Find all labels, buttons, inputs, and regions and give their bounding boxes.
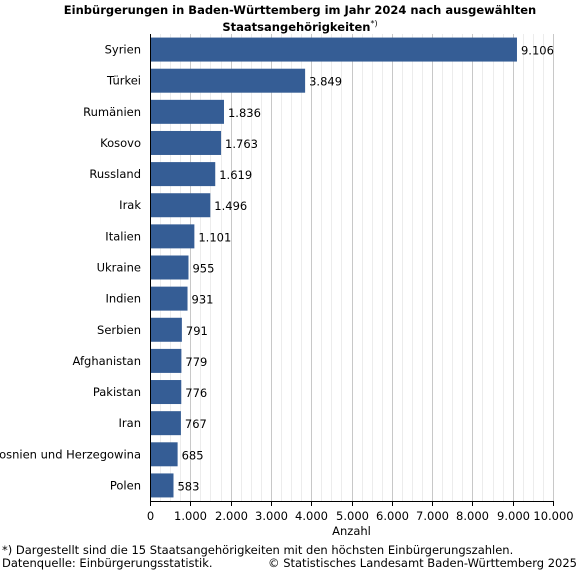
x-tick-label: 1.000 (174, 509, 207, 523)
bar (150, 130, 222, 155)
bar (150, 99, 224, 124)
chart-title: Einbürgerungen in Baden-Württemberg im J… (0, 3, 581, 34)
value-label: 955 (192, 262, 214, 276)
chart-title-line2: Staatsangehörigkeiten*) (0, 17, 581, 34)
category-label: Syrien (105, 43, 141, 57)
x-tick-label: 3.000 (255, 509, 288, 523)
bars (150, 37, 517, 498)
axes: 0 1.000 2.000 3.000 4.000 5.000 6.000 7.000 8.00… (147, 34, 574, 538)
bar (150, 68, 306, 93)
chart-title-line2-text: Staatsangehörigkeiten (222, 19, 371, 34)
category-label: Irak (119, 198, 141, 212)
category-label: Ukraine (97, 261, 141, 275)
value-label: 9.106 (521, 44, 554, 58)
labels: Syrien 9.106 Türkei 3.849 Rumänien 1.836 Kosov… (0, 43, 554, 494)
bar (150, 224, 195, 249)
bar (150, 411, 181, 436)
value-label: 1.836 (228, 106, 261, 120)
bar (150, 37, 517, 62)
bar (150, 193, 211, 218)
category-label: Polen (110, 478, 141, 492)
value-label: 776 (185, 386, 207, 400)
category-label: Russland (89, 167, 141, 181)
x-axis-title: Anzahl (332, 524, 371, 538)
category-label: Pakistan (93, 385, 141, 399)
x-tick-label: 2.000 (215, 509, 248, 523)
x-tick-label: 6.000 (376, 509, 409, 523)
copyright: © Statistisches Landesamt Baden-Württemb… (268, 556, 577, 570)
value-label: 3.849 (309, 75, 342, 89)
category-label: Afghanistan (73, 354, 141, 368)
category-label: Bosnien und Herzegowina (0, 447, 141, 461)
value-label: 1.101 (198, 230, 231, 244)
footnote: *) Dargestellt sind die 15 Staatsangehör… (2, 543, 514, 557)
x-tick-label: 5.000 (336, 509, 369, 523)
x-tick-label: 8.000 (456, 509, 489, 523)
value-label: 685 (182, 448, 204, 462)
x-tick-label: 4.000 (295, 509, 328, 523)
bar (150, 473, 174, 498)
value-label: 583 (177, 479, 199, 493)
category-label: Rumänien (83, 105, 141, 119)
value-label: 1.496 (214, 199, 247, 213)
bar (150, 348, 182, 373)
value-label: 1.763 (225, 137, 258, 151)
bar (150, 317, 182, 342)
category-label: Iran (119, 416, 141, 430)
category-label: Indien (105, 292, 141, 306)
category-label: Kosovo (100, 136, 141, 150)
x-tick-label: 9.000 (497, 509, 530, 523)
bar (150, 286, 188, 311)
x-tick-label: 0 (147, 509, 154, 523)
category-label: Italien (105, 229, 141, 243)
value-label: 791 (186, 324, 208, 338)
data-source: Datenquelle: Einbürgerungsstatistik. (2, 556, 213, 570)
bar (150, 380, 182, 405)
value-label: 767 (185, 417, 207, 431)
bar (150, 442, 178, 467)
chart-title-line1: Einbürgerungen in Baden-Württemberg im J… (63, 3, 537, 17)
value-label: 779 (185, 355, 207, 369)
x-tick-label: 10.000 (533, 509, 573, 523)
value-label: 1.619 (219, 168, 252, 182)
category-label: Türkei (106, 74, 141, 88)
chart-title-footnote-marker: *) (370, 19, 378, 28)
bar (150, 255, 189, 280)
bar (150, 162, 216, 187)
x-tick-label: 7.000 (416, 509, 449, 523)
value-label: 931 (192, 293, 214, 307)
category-label: Serbien (97, 323, 141, 337)
